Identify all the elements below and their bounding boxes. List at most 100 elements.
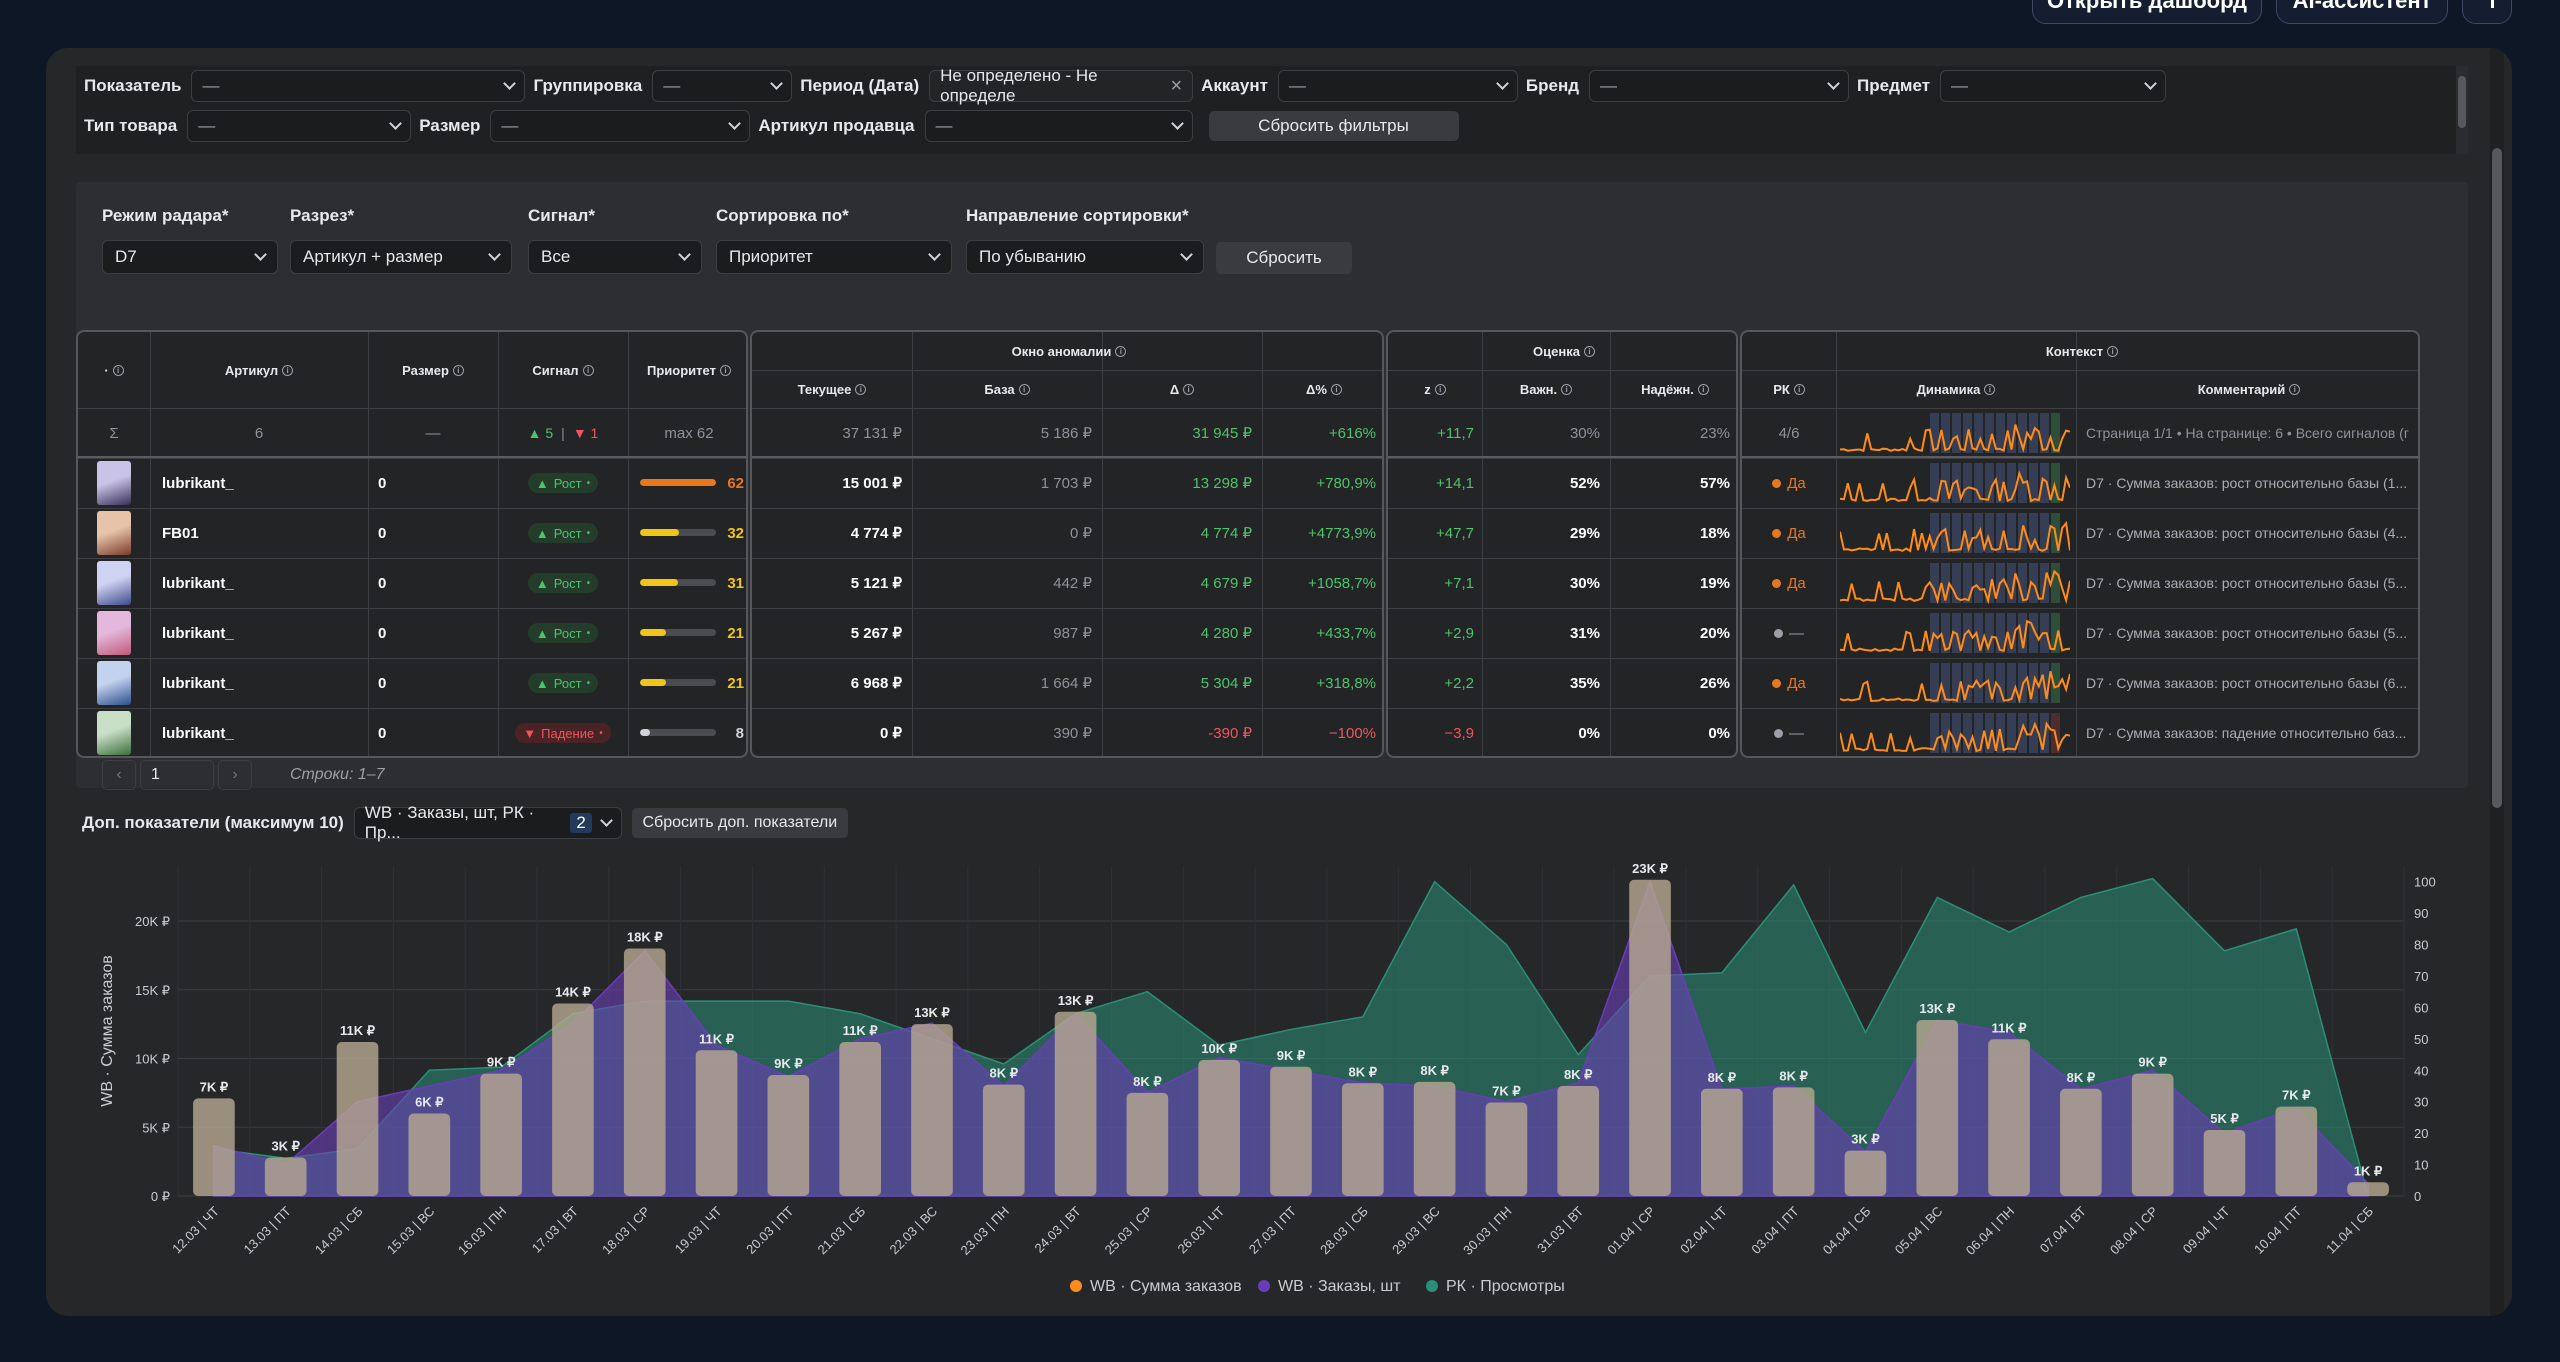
filter-select[interactable]: — <box>924 110 1193 142</box>
product-thumbnail[interactable] <box>97 511 131 555</box>
reset-filters-button[interactable]: Сбросить фильтры <box>1208 111 1459 141</box>
column-header-size[interactable]: Размер i <box>368 332 498 408</box>
column-header-base[interactable]: База i <box>912 370 1102 408</box>
column-header-rk[interactable]: РК i <box>1742 370 1836 408</box>
control-select[interactable]: Приоритет <box>716 240 952 274</box>
bar-data-label: 23K ₽ <box>1632 861 1668 876</box>
bar-data-label: 10K ₽ <box>1201 1041 1237 1056</box>
product-thumbnail[interactable] <box>97 711 131 755</box>
x-tick-label: 06.04 | ПН <box>1963 1204 2017 1258</box>
priority-bar <box>640 679 716 686</box>
filter-select[interactable]: — <box>1277 70 1518 102</box>
signal-cell: ▲ Рост • <box>498 508 628 558</box>
column-header-comment[interactable]: Комментарий i <box>2076 370 2418 408</box>
arrow-up-icon: ▲ <box>535 675 549 691</box>
filter-select[interactable]: — <box>490 110 751 142</box>
base-cell: 1 664 ₽ <box>1040 675 1092 692</box>
filter-value: — <box>1600 76 1618 95</box>
open-dashboard-button[interactable]: Открыть дашборд <box>2032 0 2262 24</box>
delta-pct-cell: +780,9% <box>1316 474 1376 492</box>
product-thumbnail[interactable] <box>97 611 131 655</box>
column-header-delta-pct[interactable]: Δ% i <box>1262 370 1382 408</box>
base-cell: 0 ₽ <box>1069 525 1092 542</box>
page-input[interactable]: 1 <box>140 760 214 790</box>
table-group-context: Контекст i РК i Динамика i Комментарий i 4/6 Стра… <box>1740 330 2420 758</box>
control-label: Режим радара* <box>102 206 229 225</box>
priority-value: 31 <box>727 574 744 592</box>
base-cell: 987 ₽ <box>1053 625 1092 642</box>
y2-tick-label: 50 <box>2414 1032 2428 1047</box>
page-scrollbar[interactable] <box>2490 48 2504 1316</box>
prev-page-button[interactable]: ‹ <box>102 760 136 790</box>
area-wb-orders-qty <box>213 879 2369 1197</box>
filter-select[interactable]: — <box>652 70 793 102</box>
next-page-button[interactable]: › <box>218 760 252 790</box>
group-title-score: Оценка i <box>1388 332 1736 370</box>
priority-bar <box>640 479 716 486</box>
control-select[interactable]: D7 <box>102 240 278 274</box>
clear-icon[interactable]: × <box>1170 74 1183 97</box>
info-icon: i <box>1697 383 1709 395</box>
current-cell: 5 121 ₽ <box>850 575 902 592</box>
column-header-dot[interactable]: · i <box>78 332 150 408</box>
signal-badge: ▲ Рост • <box>527 523 599 543</box>
x-tick-label: 23.03 | ПН <box>958 1204 1012 1258</box>
x-tick-label: 27.03 | ПТ <box>1246 1203 1299 1256</box>
article-cell[interactable]: lubrikant_ <box>162 474 234 492</box>
header-label: · <box>104 362 109 378</box>
delta-cell: -390 ₽ <box>1208 725 1252 742</box>
column-header-signal[interactable]: Сигнал i <box>498 332 628 408</box>
arrow-down-icon: ▼ <box>523 725 537 741</box>
chevron-down-icon <box>1496 77 1509 90</box>
column-header-article[interactable]: Артикул i <box>150 332 368 408</box>
combo-chart: 0 ₽ 5K ₽ 10K ₽ 15K ₽ 20K ₽ 0 10 20 30 40 50 60 70 80 9… <box>99 861 2436 1295</box>
x-tick-label: 30.03 | ПН <box>1460 1204 1514 1258</box>
bar-wb-order-sum <box>1054 1011 1097 1196</box>
sparkline <box>1840 613 2070 653</box>
expand-icon <box>2480 0 2494 8</box>
reliability-cell: 26% <box>1699 674 1730 692</box>
x-tick-label: 10.04 | ПТ <box>2251 1203 2304 1256</box>
header-label: Текущее <box>797 381 852 397</box>
chevron-down-icon <box>1827 77 1840 90</box>
z-cell: +47,7 <box>1436 524 1474 542</box>
x-tick-label: 17.03 | ВТ <box>529 1203 581 1255</box>
arrow-up-icon: ▲ <box>535 625 549 641</box>
extra-metrics-select[interactable]: WB · Заказы, шт, РК · Пр... 2 <box>353 803 622 842</box>
x-tick-label: 28.03 | СБ <box>1317 1204 1371 1258</box>
filter-select[interactable]: — <box>1589 70 1850 102</box>
article-cell[interactable]: FB01 <box>162 524 199 542</box>
bar-data-label: 8K ₽ <box>1420 1063 1449 1078</box>
reset-extra-metrics-button[interactable]: Сбросить доп. показатели <box>631 808 848 838</box>
control-select[interactable]: Артикул + размер <box>290 240 512 274</box>
filter-select[interactable]: — <box>191 70 526 102</box>
x-tick-label: 31.03 | ВТ <box>1534 1203 1586 1255</box>
column-header-dynamics[interactable]: Динамика i <box>1836 370 2076 408</box>
expand-button[interactable] <box>2462 0 2512 24</box>
product-thumbnail[interactable] <box>97 661 131 705</box>
bar-wb-order-sum <box>480 1073 522 1196</box>
article-cell[interactable]: lubrikant_ <box>162 624 234 642</box>
filter-select[interactable]: — <box>1940 70 2167 102</box>
bar-wb-order-sum <box>1341 1083 1384 1196</box>
filter-select[interactable]: Не определено - Не определе × <box>929 66 1194 105</box>
article-cell[interactable]: lubrikant_ <box>162 724 234 742</box>
product-thumbnail[interactable] <box>97 461 131 505</box>
column-header-current[interactable]: Текущее i <box>752 370 912 408</box>
control-select[interactable]: Все <box>528 240 702 274</box>
product-thumbnail[interactable] <box>97 561 131 605</box>
filter-select[interactable]: — <box>187 110 412 142</box>
column-header-priority[interactable]: Приоритет i <box>628 332 746 408</box>
bar-data-label: 11K ₽ <box>699 1031 735 1046</box>
column-header-reliability[interactable]: Надёжн. i <box>1610 370 1736 408</box>
column-header-weight[interactable]: Важн. i <box>1482 370 1610 408</box>
ai-assistant-button[interactable]: AI-ассистент <box>2276 0 2448 24</box>
reset-radar-button[interactable]: Сбросить <box>1216 242 1352 274</box>
signal-label: Рост <box>553 575 582 591</box>
control-select[interactable]: По убыванию <box>966 240 1204 274</box>
article-cell[interactable]: lubrikant_ <box>162 674 234 692</box>
filters-scrollbar[interactable] <box>2456 66 2468 154</box>
article-cell[interactable]: lubrikant_ <box>162 574 234 592</box>
